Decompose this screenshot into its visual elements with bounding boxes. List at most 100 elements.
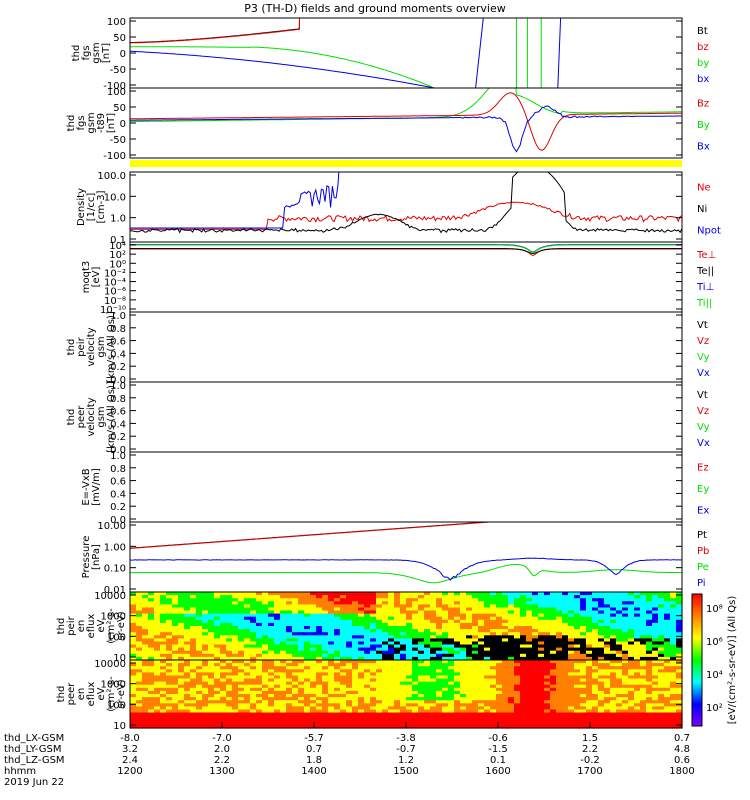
heatmap-cell: [652, 675, 659, 680]
heatmap-cell: [148, 666, 155, 670]
heatmap-cell: [658, 626, 665, 630]
heatmap-cell: [178, 690, 185, 695]
heatmap-cell: [610, 638, 617, 643]
heatmap-cell: [358, 684, 365, 689]
heatmap-cell: [526, 700, 533, 704]
heatmap-cell: [274, 647, 281, 652]
heatmap-cell: [154, 697, 161, 701]
heatmap-cell: [430, 647, 437, 652]
heatmap-cell: [304, 622, 311, 627]
heatmap-cell: [448, 595, 455, 599]
heatmap-cell: [532, 687, 539, 692]
heatmap-cell: [178, 666, 185, 670]
heatmap-cell: [166, 706, 173, 711]
legend-by: By: [697, 120, 710, 131]
heatmap-cell: [178, 638, 185, 643]
heatmap-cell: [550, 706, 557, 711]
heatmap-cell: [268, 616, 275, 621]
heatmap-cell: [280, 681, 287, 686]
heatmap-cell: [622, 681, 629, 686]
heatmap-cell: [478, 669, 485, 673]
heatmap-cell: [280, 638, 287, 643]
heatmap-cell: [370, 610, 377, 615]
heatmap-cell: [142, 700, 149, 704]
heatmap-cell: [244, 641, 251, 646]
heatmap-cell: [466, 626, 473, 630]
heatmap-cell: [418, 641, 425, 646]
heatmap-cell: [676, 626, 683, 630]
heatmap-cell: [340, 678, 347, 683]
heatmap-cell: [664, 721, 671, 726]
heatmap-cell: [370, 712, 377, 717]
heatmap-cell: [604, 610, 611, 615]
heatmap-cell: [142, 678, 149, 683]
heatmap-cell: [394, 712, 401, 717]
heatmap-cell: [514, 715, 521, 720]
heatmap-cell: [610, 681, 617, 686]
heatmap-cell: [670, 724, 677, 729]
heatmap-cell: [544, 706, 551, 711]
heatmap-cell: [568, 718, 575, 723]
legend-bt: Bt: [697, 26, 708, 37]
heatmap-cell: [532, 610, 539, 615]
heatmap-cell: [436, 715, 443, 720]
heatmap-cell: [292, 626, 299, 630]
heatmap-cell: [394, 721, 401, 726]
heatmap-cell: [454, 626, 461, 630]
heatmap-cell: [274, 663, 281, 667]
heatmap-cell: [478, 663, 485, 667]
heatmap-cell: [604, 653, 611, 658]
heatmap-cell: [568, 669, 575, 673]
heatmap-cell: [460, 663, 467, 667]
heatmap-cell: [328, 678, 335, 683]
heatmap-cell: [664, 607, 671, 612]
heatmap-cell: [466, 616, 473, 621]
heatmap-cell: [454, 598, 461, 602]
heatmap-cell: [406, 715, 413, 720]
heatmap-cell: [622, 715, 629, 720]
heatmap-cell: [280, 595, 287, 599]
heatmap-cell: [226, 718, 233, 723]
heatmap-cell: [322, 690, 329, 695]
heatmap-cell: [454, 616, 461, 621]
heatmap-cell: [604, 619, 611, 624]
heatmap-cell: [478, 697, 485, 701]
heatmap-cell: [346, 709, 353, 714]
heatmap-cell: [256, 598, 263, 602]
heatmap-cell: [550, 635, 557, 639]
heatmap-cell: [250, 660, 257, 664]
heatmap-cell: [208, 622, 215, 627]
heatmap-cell: [514, 638, 521, 643]
heatmap-cell: [184, 660, 191, 664]
heatmap-cell: [592, 632, 599, 636]
heatmap-cell: [244, 690, 251, 695]
heatmap-cell: [310, 690, 317, 695]
heatmap-cell: [448, 632, 455, 636]
heatmap-cell: [604, 681, 611, 686]
heatmap-cell: [442, 610, 449, 615]
heatmap-cell: [574, 697, 581, 701]
heatmap-cell: [466, 607, 473, 612]
heatmap-cell: [484, 724, 491, 729]
heatmap-cell: [130, 629, 137, 633]
heatmap-cell: [508, 684, 515, 689]
heatmap-cell: [280, 613, 287, 618]
heatmap-cell: [160, 672, 167, 677]
heatmap-cell: [166, 650, 173, 655]
heatmap-cell: [394, 715, 401, 720]
heatmap-cell: [166, 626, 173, 630]
heatmap-cell: [172, 706, 179, 711]
heatmap-cell: [250, 687, 257, 692]
heatmap-cell: [472, 690, 479, 695]
heatmap-cell: [664, 675, 671, 680]
heatmap-cell: [490, 724, 497, 729]
heatmap-cell: [364, 684, 371, 689]
heatmap-cell: [394, 616, 401, 621]
heatmap-cell: [580, 712, 587, 717]
heatmap-cell: [580, 700, 587, 704]
heatmap-cell: [628, 675, 635, 680]
heatmap-cell: [178, 650, 185, 655]
heatmap-cell: [202, 706, 209, 711]
heatmap-cell: [370, 660, 377, 664]
heatmap-cell: [412, 687, 419, 692]
